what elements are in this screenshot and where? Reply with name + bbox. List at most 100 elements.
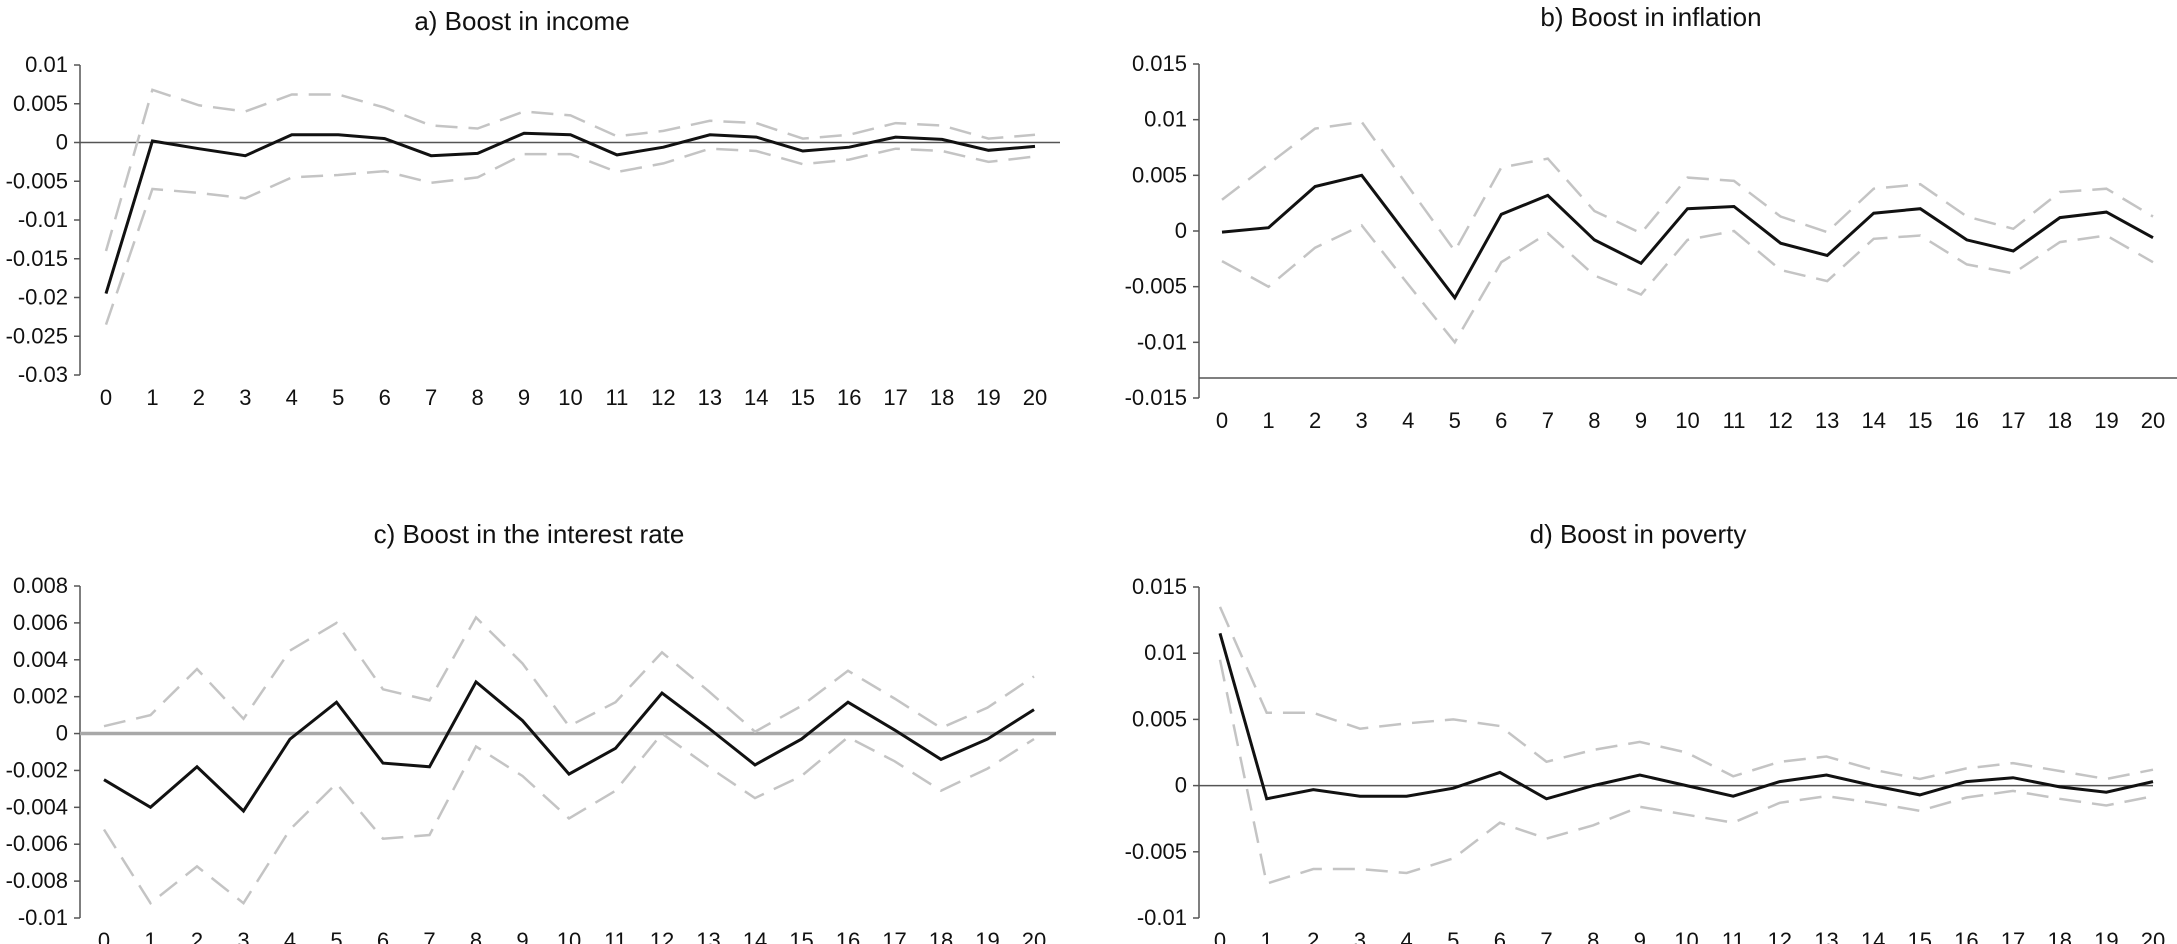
series-line-lower-band: [102, 731, 1035, 906]
x-tick-label: 6: [379, 385, 391, 410]
x-tick-label: 2: [1309, 408, 1321, 433]
x-tick-label: 4: [1402, 408, 1414, 433]
x-tick-label: 4: [1400, 928, 1412, 944]
y-tick-label: -0.005: [1125, 274, 1187, 299]
panel-d-poverty: d) Boost in poverty 0.015 0.01 0.005 0 -0.00…: [1125, 519, 2166, 944]
y-tick-label: -0.002: [6, 757, 68, 782]
y-tick-label: -0.01: [1137, 329, 1187, 354]
series-line-upper-band: [1221, 120, 2154, 254]
x-tick-label: 2: [193, 385, 205, 410]
x-tick-label: 7: [423, 928, 435, 944]
x-tick-label: 5: [1447, 928, 1459, 944]
y-tick-label: 0.01: [1144, 107, 1187, 132]
y-tick-label: 0.005: [1132, 162, 1187, 187]
x-tick-label: 16: [836, 928, 860, 944]
panel-a-income: a) Boost in income 0.01 0.005 0 -0.005 -0.01…: [6, 6, 1060, 410]
y-tick-label: 0.015: [1132, 51, 1187, 76]
x-tick-label: 8: [1588, 408, 1600, 433]
x-tick-label: 7: [1540, 928, 1552, 944]
y-tick-label: 0: [1175, 773, 1187, 798]
x-tick-label: 17: [882, 928, 906, 944]
x-tick-label: 10: [557, 928, 581, 944]
panel-c-interest-rate: c) Boost in the interest rate 0.008 0.006…: [6, 519, 1056, 944]
panel-b-inflation: b) Boost in inflation 0.015 0.01 0.005 0 -0.…: [1125, 2, 2177, 433]
x-tick-label: 19: [2094, 408, 2118, 433]
y-tick-label: 0.005: [1132, 706, 1187, 731]
x-tick-label: 8: [471, 385, 483, 410]
x-tick-label: 0: [1216, 408, 1228, 433]
x-tick-label: 5: [330, 928, 342, 944]
x-tick-label: 20: [1022, 928, 1046, 944]
x-tick-label: 18: [2047, 928, 2071, 944]
x-tick-label: 17: [2001, 408, 2025, 433]
y-tick-label: -0.015: [6, 246, 68, 271]
x-tick-label: 13: [698, 385, 722, 410]
x-tick-label: 16: [1955, 408, 1979, 433]
x-tick-label: 5: [332, 385, 344, 410]
x-tick-label: 12: [651, 385, 675, 410]
x-tick-label: 15: [791, 385, 815, 410]
x-tick-label: 14: [1861, 408, 1885, 433]
y-tick-label: -0.01: [18, 905, 68, 930]
y-tick-label: 0.008: [13, 573, 68, 598]
chart-title: b) Boost in inflation: [1540, 2, 1761, 32]
x-tick-label: 12: [650, 928, 674, 944]
y-tick-label: 0.015: [1132, 574, 1187, 599]
x-tick-label: 1: [1261, 928, 1273, 944]
x-tick-label: 20: [1023, 385, 1047, 410]
y-tick-label: 0.004: [13, 647, 68, 672]
x-tick-label: 9: [1635, 408, 1647, 433]
y-tick-label: -0.005: [1125, 839, 1187, 864]
x-tick-label: 2: [191, 928, 203, 944]
y-tick-label: 0.006: [13, 610, 68, 635]
series-line-response: [1221, 173, 2154, 301]
y-tick-label: -0.01: [1137, 905, 1187, 930]
x-tick-label: 15: [1908, 408, 1932, 433]
x-tick-label: 0: [98, 928, 110, 944]
x-tick-label: 11: [606, 385, 629, 410]
x-tick-label: 3: [1356, 408, 1368, 433]
x-tick-label: 15: [1908, 928, 1932, 944]
x-tick-label: 1: [146, 385, 158, 410]
x-tick-label: 17: [883, 385, 907, 410]
y-tick-label: -0.006: [6, 831, 68, 856]
x-tick-label: 15: [789, 928, 813, 944]
series-line-response: [104, 131, 1036, 295]
y-tick-label: -0.025: [6, 323, 68, 348]
x-tick-label: 3: [239, 385, 251, 410]
x-tick-label: 14: [743, 928, 767, 944]
series-line-lower-band: [104, 147, 1036, 326]
x-tick-label: 12: [1768, 408, 1792, 433]
x-tick-label: 20: [2141, 408, 2165, 433]
x-tick-label: 8: [1587, 928, 1599, 944]
x-tick-label: 11: [1722, 928, 1745, 944]
x-tick-label: 14: [1861, 928, 1885, 944]
x-tick-label: 5: [1449, 408, 1461, 433]
x-tick-label: 13: [696, 928, 720, 944]
x-tick-label: 19: [2094, 928, 2118, 944]
x-tick-label: 3: [237, 928, 249, 944]
x-tick-label: 16: [837, 385, 861, 410]
x-tick-label: 4: [286, 385, 298, 410]
x-tick-label: 1: [1262, 408, 1274, 433]
x-tick-label: 10: [1674, 928, 1698, 944]
x-tick-label: 6: [377, 928, 389, 944]
y-tick-label: 0.005: [13, 91, 68, 116]
x-tick-label: 11: [604, 928, 627, 944]
x-tick-label: 0: [1214, 928, 1226, 944]
x-tick-label: 12: [1768, 928, 1792, 944]
x-tick-label: 19: [976, 385, 1000, 410]
x-tick-label: 18: [2048, 408, 2072, 433]
x-tick-label: 6: [1494, 928, 1506, 944]
x-tick-label: 19: [975, 928, 999, 944]
chart-title: d) Boost in poverty: [1530, 519, 1747, 549]
y-tick-label: 0: [1175, 218, 1187, 243]
chart-title: a) Boost in income: [414, 6, 629, 36]
x-tick-label: 9: [516, 928, 528, 944]
y-tick-label: -0.005: [6, 168, 68, 193]
x-tick-label: 7: [425, 385, 437, 410]
series-line-upper-band: [104, 88, 1036, 252]
x-tick-label: 10: [1675, 408, 1699, 433]
series-line-upper-band: [103, 615, 1035, 734]
x-tick-label: 18: [930, 385, 954, 410]
